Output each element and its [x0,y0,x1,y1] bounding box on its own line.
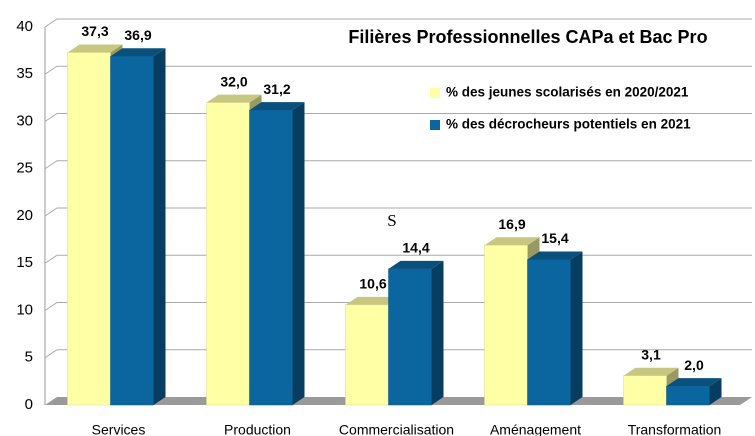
bar-side [570,251,583,405]
grid-line [44,160,752,170]
bar [110,56,154,406]
x-tick-label: Services [92,422,146,436]
bar-top [345,296,401,305]
value-label: 15,4 [541,230,568,246]
bar-side [431,260,444,405]
grid-line [44,113,752,122]
bar [249,109,293,406]
y-tick-label: 35 [16,65,33,82]
x-tick-label: Aménagement [490,422,581,436]
bar-top [388,260,444,269]
bar [388,268,432,406]
value-label: 37,3 [81,23,108,39]
legend-label: % des décrocheurs potentiels en 2021 [446,117,691,132]
value-label: 36,9 [124,27,151,43]
value-label: 2,0 [684,357,704,373]
value-label: 32,0 [220,73,247,89]
y-tick-label: 40 [16,18,33,35]
bar [666,385,710,406]
x-tick-label: Transformation [628,422,722,436]
bar-top [67,44,123,53]
bar [206,102,250,406]
legend-swatch [430,88,440,98]
bar-top [110,48,166,57]
bar-side [153,48,166,406]
y-tick-label: 10 [16,301,33,318]
legend-label: % des jeunes scolarisés en 2020/2021 [446,85,689,100]
bar-top [666,378,722,387]
bar [623,375,667,406]
value-label: 3,1 [641,346,661,362]
x-tick-label: Production [224,422,291,436]
y-tick-label: 5 [25,349,33,366]
bar [527,259,571,406]
plot: 0 5 10 15 20 25 30 35 40 Services 37,3 36,9 Producti… [16,18,752,436]
legend-swatch [430,120,440,130]
bar-side [292,102,305,405]
bar [484,245,528,406]
y-tick-label: 25 [16,160,33,177]
y-tick-label: 0 [25,396,33,413]
chart-title: Filières Professionnelles CAPa et Bac Pr… [348,27,707,47]
bar-top [206,94,262,103]
bar-top [249,102,305,111]
y-tick-label: 30 [16,112,33,129]
value-label: 31,2 [263,81,290,97]
grid-line [44,18,752,28]
value-label: 14,4 [402,240,429,256]
bar-side [709,378,722,405]
y-tick-label: 15 [16,254,33,271]
bar-top [623,367,679,376]
value-label: 10,6 [359,276,386,292]
bar-top [527,251,583,260]
x-tick-label: Commercialisation [339,422,454,436]
bar [345,304,389,406]
bar [67,52,111,406]
bar-top [484,237,540,246]
value-label: 16,9 [498,216,525,232]
grid-line [44,65,752,75]
grid-line [44,207,752,217]
annotation: S [387,211,396,230]
y-tick-label: 20 [16,207,33,224]
